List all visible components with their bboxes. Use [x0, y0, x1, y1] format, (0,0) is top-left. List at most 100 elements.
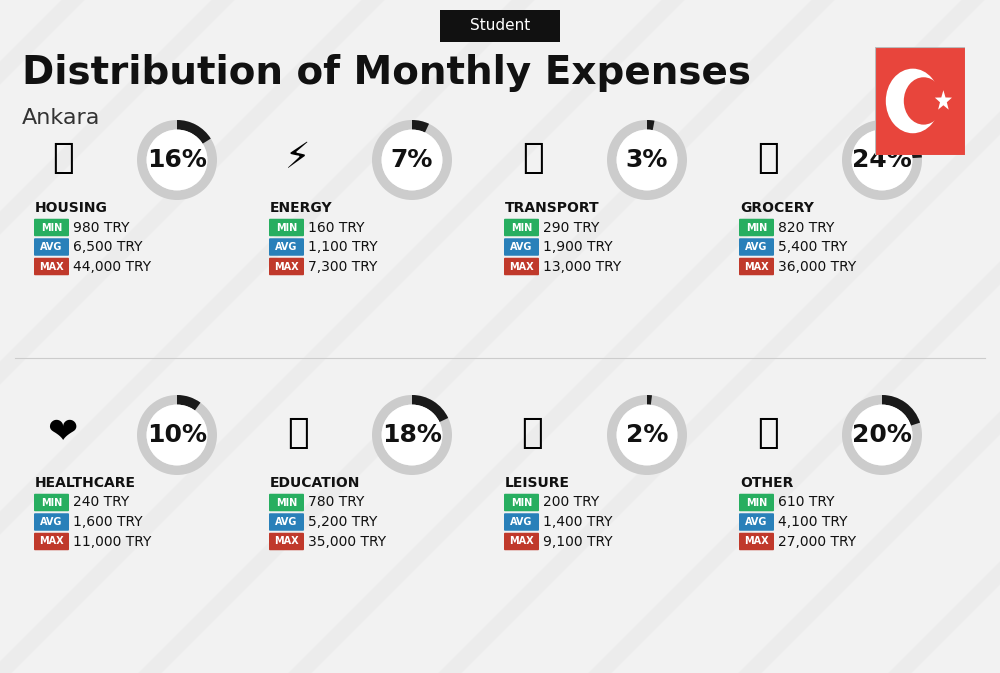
- Circle shape: [852, 130, 912, 190]
- Text: 980 TRY: 980 TRY: [73, 221, 130, 234]
- Text: AVG: AVG: [510, 517, 533, 527]
- Circle shape: [147, 404, 207, 466]
- Wedge shape: [607, 120, 687, 200]
- Text: AVG: AVG: [275, 517, 298, 527]
- Text: 11,000 TRY: 11,000 TRY: [73, 534, 151, 548]
- FancyBboxPatch shape: [269, 219, 304, 236]
- FancyBboxPatch shape: [739, 494, 774, 511]
- Circle shape: [852, 404, 912, 466]
- Text: MIN: MIN: [746, 497, 767, 507]
- Text: 36,000 TRY: 36,000 TRY: [778, 260, 856, 273]
- Text: OTHER: OTHER: [740, 476, 793, 490]
- Text: AVG: AVG: [510, 242, 533, 252]
- FancyBboxPatch shape: [269, 533, 304, 551]
- Text: 160 TRY: 160 TRY: [308, 221, 364, 234]
- Wedge shape: [647, 395, 652, 405]
- FancyBboxPatch shape: [739, 258, 774, 275]
- Text: 18%: 18%: [382, 423, 442, 447]
- Circle shape: [904, 77, 943, 125]
- Text: 🎓: 🎓: [287, 416, 309, 450]
- Text: 1,600 TRY: 1,600 TRY: [73, 515, 143, 529]
- Text: MIN: MIN: [511, 497, 532, 507]
- Wedge shape: [607, 395, 687, 475]
- FancyBboxPatch shape: [34, 533, 69, 551]
- Text: AVG: AVG: [745, 517, 768, 527]
- Text: 290 TRY: 290 TRY: [543, 221, 599, 234]
- Text: 780 TRY: 780 TRY: [308, 495, 364, 509]
- FancyBboxPatch shape: [34, 258, 69, 275]
- Text: MIN: MIN: [276, 223, 297, 232]
- Text: HOUSING: HOUSING: [35, 201, 108, 215]
- Text: 🏢: 🏢: [52, 141, 74, 175]
- Wedge shape: [372, 120, 452, 200]
- FancyBboxPatch shape: [269, 494, 304, 511]
- Text: 2%: 2%: [626, 423, 668, 447]
- Text: GROCERY: GROCERY: [740, 201, 814, 215]
- Text: MAX: MAX: [744, 262, 769, 271]
- Text: 1,900 TRY: 1,900 TRY: [543, 240, 613, 254]
- FancyBboxPatch shape: [504, 533, 539, 551]
- Text: 🛍️: 🛍️: [522, 416, 544, 450]
- Text: ⚡: ⚡: [285, 141, 311, 175]
- Text: HEALTHCARE: HEALTHCARE: [35, 476, 136, 490]
- Text: AVG: AVG: [40, 242, 63, 252]
- Text: LEISURE: LEISURE: [505, 476, 570, 490]
- Text: MIN: MIN: [41, 223, 62, 232]
- Wedge shape: [882, 395, 920, 425]
- Wedge shape: [177, 120, 211, 144]
- Circle shape: [617, 404, 677, 466]
- Text: Distribution of Monthly Expenses: Distribution of Monthly Expenses: [22, 54, 751, 92]
- Text: 16%: 16%: [147, 148, 207, 172]
- FancyBboxPatch shape: [504, 258, 539, 275]
- Wedge shape: [412, 395, 448, 422]
- FancyBboxPatch shape: [34, 219, 69, 236]
- FancyBboxPatch shape: [739, 513, 774, 531]
- Text: 9,100 TRY: 9,100 TRY: [543, 534, 613, 548]
- Text: MAX: MAX: [274, 262, 299, 271]
- Text: 3%: 3%: [626, 148, 668, 172]
- Text: 7,300 TRY: 7,300 TRY: [308, 260, 377, 273]
- Wedge shape: [647, 120, 654, 130]
- FancyBboxPatch shape: [34, 513, 69, 531]
- Wedge shape: [137, 120, 217, 200]
- Wedge shape: [372, 395, 452, 475]
- Text: MAX: MAX: [744, 536, 769, 546]
- Text: 1,400 TRY: 1,400 TRY: [543, 515, 612, 529]
- FancyBboxPatch shape: [739, 533, 774, 551]
- Text: 610 TRY: 610 TRY: [778, 495, 835, 509]
- Text: 44,000 TRY: 44,000 TRY: [73, 260, 151, 273]
- Wedge shape: [842, 395, 922, 475]
- Circle shape: [147, 130, 207, 190]
- Text: MIN: MIN: [41, 497, 62, 507]
- Text: MAX: MAX: [39, 262, 64, 271]
- FancyBboxPatch shape: [504, 494, 539, 511]
- Text: 💰: 💰: [757, 416, 779, 450]
- Text: 6,500 TRY: 6,500 TRY: [73, 240, 143, 254]
- Text: 🛒: 🛒: [757, 141, 779, 175]
- Text: ENERGY: ENERGY: [270, 201, 333, 215]
- FancyBboxPatch shape: [504, 219, 539, 236]
- FancyBboxPatch shape: [739, 219, 774, 236]
- Wedge shape: [177, 395, 201, 411]
- Wedge shape: [842, 120, 922, 200]
- Text: 10%: 10%: [147, 423, 207, 447]
- Text: ❤️: ❤️: [48, 416, 78, 450]
- Text: AVG: AVG: [40, 517, 63, 527]
- Text: MAX: MAX: [509, 262, 534, 271]
- Text: MIN: MIN: [511, 223, 532, 232]
- Text: AVG: AVG: [745, 242, 768, 252]
- Text: 820 TRY: 820 TRY: [778, 221, 834, 234]
- FancyBboxPatch shape: [269, 258, 304, 275]
- Text: Student: Student: [470, 18, 530, 34]
- Text: MIN: MIN: [746, 223, 767, 232]
- Wedge shape: [137, 395, 217, 475]
- Text: MAX: MAX: [274, 536, 299, 546]
- Circle shape: [382, 130, 442, 190]
- Text: 5,200 TRY: 5,200 TRY: [308, 515, 377, 529]
- Text: MAX: MAX: [39, 536, 64, 546]
- Text: MAX: MAX: [509, 536, 534, 546]
- FancyBboxPatch shape: [504, 238, 539, 256]
- FancyBboxPatch shape: [34, 494, 69, 511]
- Polygon shape: [935, 90, 952, 110]
- Text: 200 TRY: 200 TRY: [543, 495, 599, 509]
